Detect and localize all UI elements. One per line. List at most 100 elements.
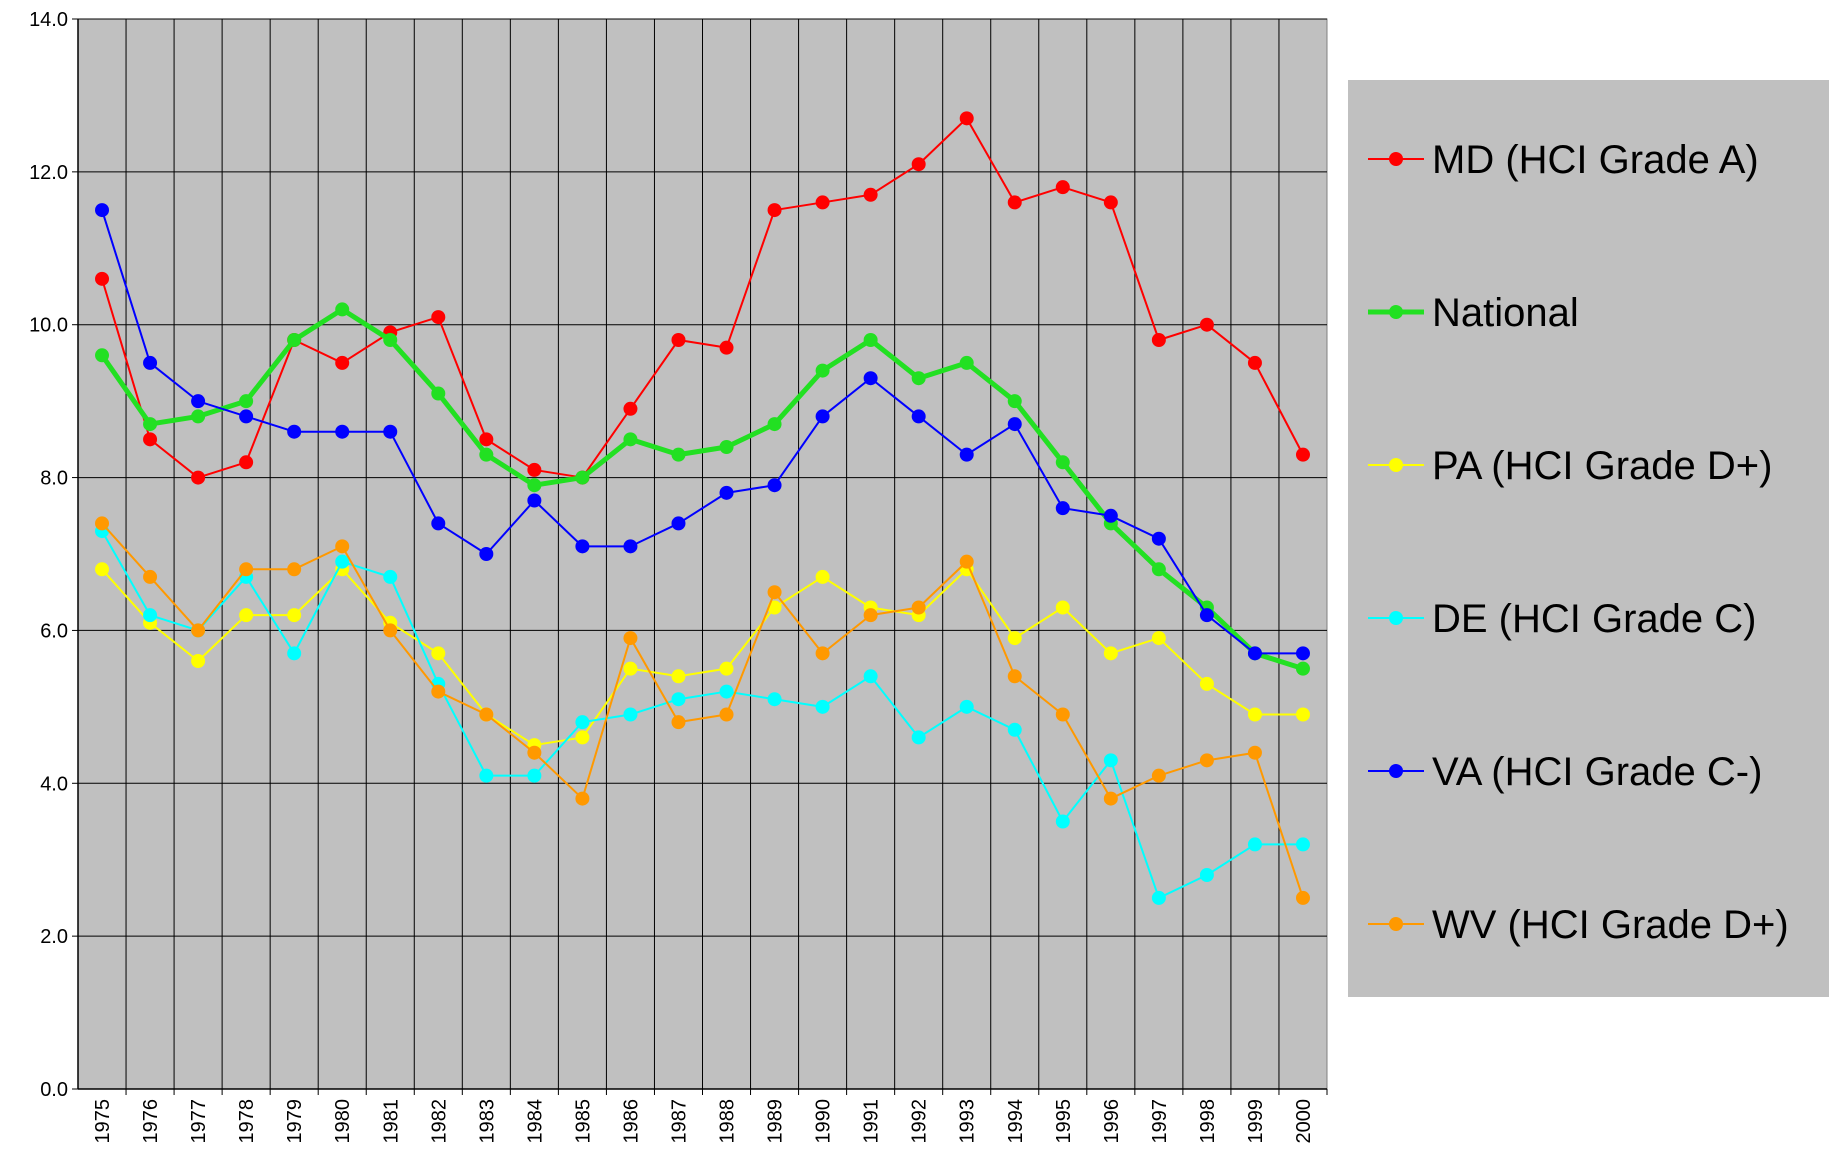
data-point xyxy=(1151,631,1166,646)
data-point xyxy=(863,669,878,684)
data-point xyxy=(1103,646,1118,661)
data-point xyxy=(95,271,110,286)
data-point xyxy=(815,646,830,661)
data-point xyxy=(143,608,158,623)
data-point xyxy=(719,707,734,722)
data-point xyxy=(1295,646,1310,661)
data-point xyxy=(1247,707,1262,722)
data-point xyxy=(959,554,974,569)
data-point xyxy=(1103,753,1118,768)
x-tick-label: 1984 xyxy=(524,1099,546,1144)
data-point xyxy=(383,569,398,584)
data-point xyxy=(527,462,542,477)
data-point xyxy=(287,562,302,577)
series-line xyxy=(101,209,1303,655)
data-point xyxy=(1199,676,1214,691)
data-point xyxy=(911,157,926,172)
data-point xyxy=(1007,722,1022,737)
legend-swatch-marker xyxy=(1389,305,1403,319)
series-line xyxy=(101,522,1304,899)
data-point xyxy=(335,302,350,317)
data-point xyxy=(1007,394,1022,409)
x-tick-label: 1983 xyxy=(476,1099,498,1144)
data-point xyxy=(95,516,110,531)
data-point xyxy=(719,440,734,454)
data-point xyxy=(959,355,974,370)
data-point xyxy=(431,386,446,401)
data-point xyxy=(431,684,446,699)
x-tick-label: 1987 xyxy=(668,1099,690,1144)
x-tick-label: 1979 xyxy=(284,1099,306,1144)
data-point xyxy=(1199,868,1214,882)
data-point xyxy=(431,646,446,661)
data-point xyxy=(1295,661,1310,676)
x-tick-label: 1997 xyxy=(1149,1099,1171,1144)
data-point xyxy=(191,654,206,668)
data-point xyxy=(335,539,350,554)
data-point xyxy=(1295,890,1310,905)
data-point xyxy=(767,203,782,218)
data-point xyxy=(431,516,446,531)
data-point xyxy=(1007,669,1022,684)
x-tick-label: 1981 xyxy=(380,1099,402,1144)
data-point xyxy=(143,432,158,447)
data-point xyxy=(911,409,926,424)
data-point xyxy=(479,547,494,561)
x-tick-label: 1998 xyxy=(1197,1099,1219,1144)
data-point xyxy=(1007,417,1022,432)
x-tick-label: 1976 xyxy=(140,1099,162,1144)
y-tick-label: 8.0 xyxy=(40,468,68,490)
data-point xyxy=(575,730,590,745)
data-point xyxy=(239,394,254,409)
data-point xyxy=(191,409,206,424)
series-line xyxy=(99,306,1304,672)
data-point xyxy=(1151,768,1166,783)
data-point xyxy=(239,455,254,470)
data-point xyxy=(1295,707,1310,722)
y-tick-label: 0.0 xyxy=(40,1079,68,1101)
data-point xyxy=(671,447,686,462)
data-point xyxy=(623,401,638,416)
x-tick-label: 1975 xyxy=(92,1099,114,1144)
data-point xyxy=(527,745,542,760)
data-point xyxy=(719,684,734,699)
legend-swatch-marker xyxy=(1389,611,1403,625)
data-point xyxy=(1199,608,1214,623)
data-point xyxy=(191,394,206,409)
x-tick-label: 1996 xyxy=(1101,1099,1123,1144)
data-point xyxy=(1055,600,1070,615)
x-tick-label: 1978 xyxy=(236,1099,258,1144)
data-point xyxy=(1151,531,1166,546)
data-point xyxy=(623,661,638,676)
data-point xyxy=(671,715,686,730)
data-point xyxy=(959,447,974,462)
legend-label: National xyxy=(1432,291,1579,335)
data-point xyxy=(1007,195,1022,210)
data-point xyxy=(767,478,782,493)
data-point xyxy=(1247,745,1262,760)
y-tick-label: 14.0 xyxy=(29,9,68,31)
data-point xyxy=(1055,455,1070,470)
data-point xyxy=(1247,355,1262,370)
data-point xyxy=(1055,180,1070,195)
data-point xyxy=(383,333,398,347)
x-tick-label: 1995 xyxy=(1053,1099,1075,1144)
data-point xyxy=(863,371,878,386)
data-point xyxy=(1007,631,1022,646)
data-point xyxy=(719,340,734,355)
x-tick-label: 1991 xyxy=(861,1099,883,1144)
data-point xyxy=(287,608,302,623)
data-point xyxy=(623,539,638,554)
x-tick-label: 1990 xyxy=(813,1099,835,1144)
data-point xyxy=(1151,890,1166,905)
data-point xyxy=(959,699,974,714)
data-point xyxy=(383,623,398,638)
data-point xyxy=(1151,562,1166,577)
x-tick-label: 1985 xyxy=(572,1099,594,1144)
y-tick-label: 6.0 xyxy=(40,620,68,642)
series-line xyxy=(101,117,1304,479)
data-point xyxy=(1199,753,1214,768)
legend-label: PA (HCI Grade D+) xyxy=(1432,444,1772,488)
data-point xyxy=(575,470,590,485)
